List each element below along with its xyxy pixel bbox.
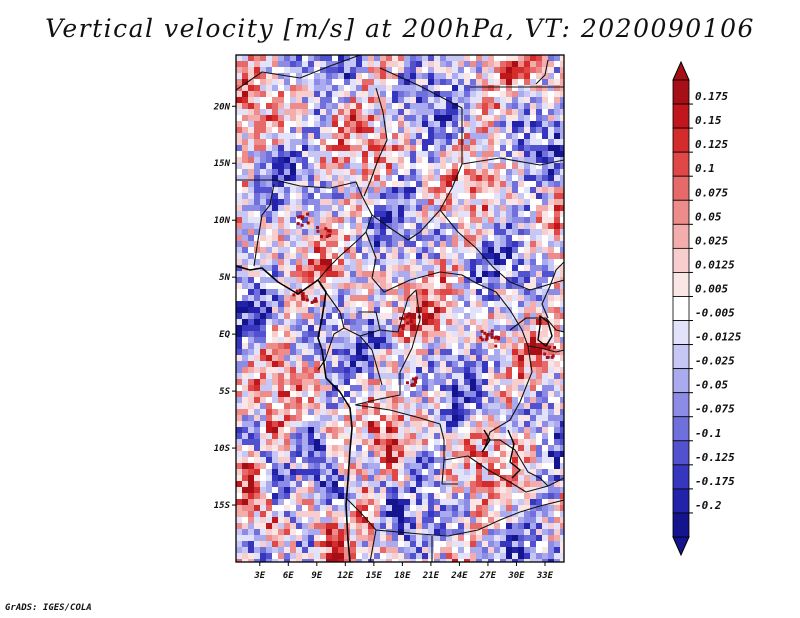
colorbar-swatch (672, 103, 690, 129)
colorbar-swatch (672, 368, 690, 394)
x-tick-label: 27E (479, 571, 497, 581)
colorbar-label: -0.025 (695, 355, 735, 368)
x-tick-label: 12E (337, 571, 354, 581)
colorbar-swatch (672, 127, 690, 153)
x-tick-label: 3E (253, 571, 265, 581)
colorbar-label: 0.125 (695, 138, 728, 151)
colorbar-label: -0.0125 (695, 331, 742, 344)
chart-title: Vertical velocity [m/s] at 200hPa, VT: 2… (45, 14, 755, 43)
colorbar-label: -0.125 (695, 451, 735, 464)
colorbar-label: 0.005 (695, 282, 728, 295)
x-tick-label: 30E (507, 571, 525, 581)
colorbar-swatch (672, 199, 690, 225)
colorbar-label: -0.1 (695, 427, 722, 440)
y-tick-label: EQ (219, 330, 230, 340)
axes: 3E 6E 9E 12E 15E 18E 21E 24E 27E 30E 33E 20N 15N 10N 5… (213, 102, 554, 581)
y-tick-label: 5S (219, 387, 230, 397)
colorbar-swatch (672, 79, 690, 105)
colorbar-swatch (672, 488, 690, 514)
colorbar-label: 0.0125 (695, 258, 735, 271)
colorbar-label: -0.05 (695, 379, 728, 392)
x-tick-label: 33E (536, 571, 554, 581)
x-tick-label: 15E (366, 571, 383, 581)
colorbar-swatch (672, 416, 690, 442)
country-borders (236, 55, 564, 562)
y-tick-label: 15S (214, 501, 231, 511)
colorbar-label: 0.025 (695, 234, 728, 247)
colorbar-label: 0.075 (695, 186, 728, 199)
velocity-field (236, 55, 564, 562)
colorbar-label: -0.005 (695, 307, 735, 320)
credit-label: GrADS: IGES/COLA (5, 603, 92, 613)
colorbar-label: -0.075 (695, 403, 735, 416)
x-tick-label: 24E (450, 571, 468, 581)
colorbar-label: -0.175 (695, 475, 735, 488)
x-tick-label: 9E (311, 571, 322, 581)
y-tick-label: 15N (214, 159, 231, 169)
colorbar-swatch (672, 296, 690, 321)
colorbar-swatch (672, 175, 690, 201)
colorbar-swatch (672, 247, 690, 273)
x-tick-label: 21E (422, 571, 440, 581)
y-tick-label: 20N (213, 102, 231, 112)
colorbar-label: 0.15 (695, 114, 722, 127)
colorbar-swatch (672, 272, 690, 297)
colorbar-label: 0.05 (695, 210, 722, 223)
coastline (236, 265, 553, 562)
x-tick-label: 18E (394, 571, 411, 581)
colorbar-swatch (672, 344, 690, 370)
colorbar-swatch (672, 512, 690, 538)
map-frame (235, 54, 565, 563)
colorbar-swatch (672, 320, 690, 345)
y-tick-label: 10N (214, 216, 231, 226)
colorbar-swatch (672, 223, 690, 249)
x-tick-label: 6E (283, 571, 294, 581)
colorbar-swatch (672, 151, 690, 177)
colorbar-swatch (672, 440, 690, 466)
colorbar-label: 0.1 (695, 162, 715, 175)
colorbar-label: 0.175 (695, 90, 728, 103)
colorbar-swatch (672, 464, 690, 490)
colorbar: 0.175 0.15 0.125 0.1 0.075 0.05 0.025 0.0125 0.0… (672, 60, 742, 557)
colorbar-swatch (672, 392, 690, 418)
colorbar-label: -0.2 (695, 499, 722, 512)
y-tick-label: 5N (219, 273, 230, 283)
y-tick-label: 10S (214, 444, 231, 454)
